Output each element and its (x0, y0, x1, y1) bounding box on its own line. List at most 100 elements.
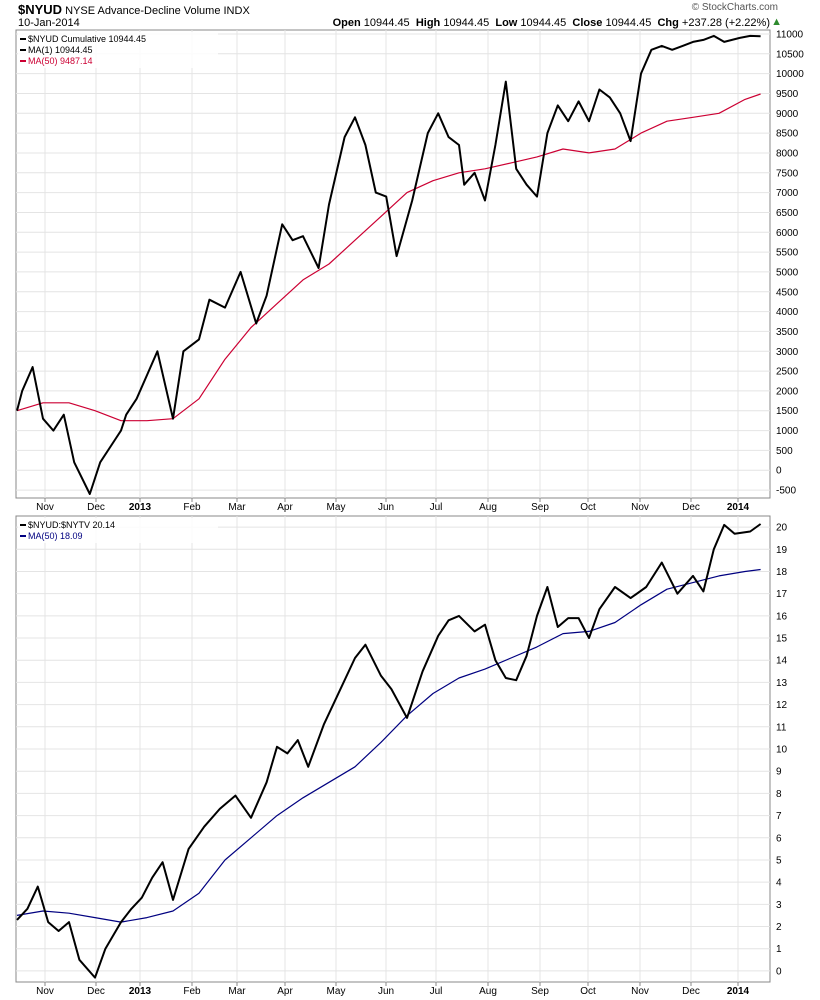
high-label: High (415, 17, 441, 29)
y-tick-label: 6000 (776, 228, 799, 239)
x-tick-label: May (327, 502, 346, 513)
y-tick-label: 5000 (776, 267, 799, 278)
x-tick-label: Nov (36, 986, 54, 997)
close-value: 10944.45 (605, 17, 652, 29)
plot-frame (15, 29, 771, 499)
y-tick-label: 13 (776, 678, 788, 689)
x-tick-label: Jun (378, 502, 394, 513)
legend-entry: MA(50) 18.09 (28, 531, 83, 541)
y-tick-label: 12 (776, 700, 788, 711)
y-tick-label: 18 (776, 567, 788, 578)
legend-entry: MA(1) 10944.45 (28, 45, 93, 55)
y-tick-label: 17 (776, 589, 788, 600)
x-tick-label: Jul (430, 502, 443, 513)
y-tick-label: 4000 (776, 307, 799, 318)
x-tick-label: 2013 (129, 986, 152, 997)
legend-box (18, 518, 218, 543)
y-tick-label: 11000 (776, 29, 804, 40)
y-tick-label: 1000 (776, 426, 799, 437)
y-tick-label: 0 (776, 966, 782, 977)
legend-entry: MA(50) 9487.14 (28, 56, 93, 66)
chg-label: Chg (657, 17, 679, 29)
x-tick-label: Aug (479, 986, 497, 997)
y-tick-label: 2500 (776, 367, 799, 378)
legend-entry: $NYUD:$NYTV 20.14 (28, 520, 115, 530)
y-tick-label: 7 (776, 811, 782, 822)
y-tick-label: 14 (776, 656, 788, 667)
quote-bar: Open 10944.45 High 10944.45 Low 10944.45… (333, 17, 770, 29)
x-tick-label: Mar (228, 502, 246, 513)
y-tick-label: 3 (776, 900, 782, 911)
up-arrow-icon: ▲ (771, 16, 782, 28)
x-tick-label: Sep (531, 502, 549, 513)
y-tick-label: 6 (776, 833, 782, 844)
y-tick-label: 500 (776, 446, 793, 457)
y-tick-label: 15 (776, 634, 788, 645)
open-label: Open (332, 17, 361, 29)
x-tick-label: Mar (228, 986, 246, 997)
y-tick-label: 5 (776, 855, 782, 866)
y-tick-label: 0 (776, 466, 782, 477)
legend-entry: $NYUD Cumulative 10944.45 (28, 34, 146, 44)
y-tick-label: 9 (776, 767, 782, 778)
x-tick-label: 2014 (727, 502, 750, 513)
legend-box (18, 32, 218, 68)
x-tick-label: Dec (682, 986, 700, 997)
y-tick-label: 7500 (776, 168, 799, 179)
chart-title: $NYUD NYSE Advance-Decline Volume INDX (18, 2, 250, 17)
low-value: 10944.45 (520, 17, 567, 29)
x-tick-label: Sep (531, 986, 549, 997)
y-tick-label: 1 (776, 944, 782, 955)
y-tick-label: 11 (776, 722, 787, 733)
x-tick-label: Aug (479, 502, 497, 513)
x-tick-label: Apr (277, 986, 293, 997)
x-tick-label: Feb (183, 502, 201, 513)
close-label: Close (572, 17, 603, 29)
x-tick-label: Nov (631, 986, 649, 997)
y-tick-label: 7000 (776, 188, 799, 199)
y-tick-label: 10500 (776, 49, 804, 60)
x-tick-label: Nov (631, 502, 649, 513)
x-tick-label: Nov (36, 502, 54, 513)
x-tick-label: Jul (430, 986, 443, 997)
x-tick-label: Dec (87, 502, 105, 513)
y-tick-label: 4 (776, 878, 782, 889)
x-tick-label: Apr (277, 502, 293, 513)
y-tick-label: 20 (776, 523, 788, 534)
y-tick-label: 8000 (776, 148, 799, 159)
symbol: $NYUD (18, 2, 63, 17)
y-tick-label: 10000 (776, 69, 804, 80)
y-tick-label: 4500 (776, 287, 799, 298)
x-tick-label: Dec (682, 502, 700, 513)
x-tick-label: 2014 (727, 986, 750, 997)
watermark: © StockCharts.com (691, 2, 778, 13)
x-tick-label: Jun (378, 986, 394, 997)
y-tick-label: 3000 (776, 347, 799, 358)
y-tick-label: 19 (776, 545, 788, 556)
chg-value: +237.28 (+2.22%) (681, 17, 770, 29)
x-tick-label: Dec (87, 986, 105, 997)
y-tick-label: 16 (776, 611, 788, 622)
x-tick-label: May (327, 986, 346, 997)
x-tick-label: Oct (580, 502, 596, 513)
y-tick-label: 8500 (776, 129, 799, 140)
high-value: 10944.45 (443, 17, 490, 29)
y-tick-label: 9500 (776, 89, 799, 100)
y-tick-label: -500 (776, 486, 796, 497)
description: NYSE Advance-Decline Volume INDX (65, 5, 250, 17)
y-tick-label: 5500 (776, 248, 799, 259)
y-tick-label: 10 (776, 745, 788, 756)
panel-cumulative: -500 0 500 1000 1500 2000 2500 3000 3500 4000 4500… (15, 29, 804, 513)
y-tick-label: 6500 (776, 208, 799, 219)
series-line-price (16, 523, 762, 979)
y-tick-label: 2 (776, 922, 782, 933)
series-line-price (16, 34, 761, 495)
y-tick-label: 1500 (776, 406, 799, 417)
series-line-ma50 (16, 568, 761, 923)
x-tick-label: 2013 (129, 502, 152, 513)
y-tick-label: 9000 (776, 109, 799, 120)
chart-date: 10-Jan-2014 (18, 17, 80, 29)
x-tick-label: Oct (580, 986, 596, 997)
y-tick-label: 8 (776, 789, 782, 800)
